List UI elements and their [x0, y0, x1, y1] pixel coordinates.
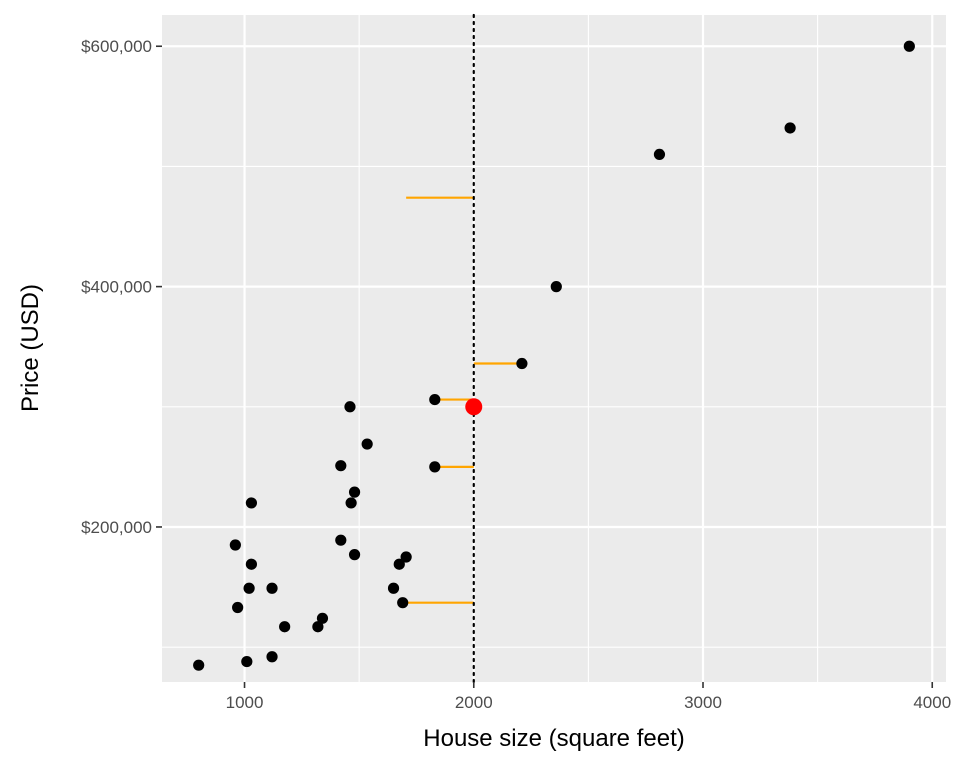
x-axis-title: House size (square feet) — [423, 725, 684, 752]
x-tick-label: 1000 — [226, 693, 264, 712]
data-point — [345, 497, 357, 509]
data-point — [653, 148, 666, 161]
new-observation-point — [465, 398, 483, 416]
data-point — [232, 601, 244, 614]
y-axis-ticks: $200,000 $400,000 $600,000 — [81, 37, 162, 537]
data-point — [387, 582, 400, 594]
data-point — [348, 549, 361, 561]
data-point — [245, 558, 258, 570]
data-point — [361, 438, 373, 450]
data-point — [243, 582, 255, 594]
data-point — [344, 401, 356, 413]
data-point — [279, 621, 291, 633]
x-axis-ticks: 1000 2000 3000 4000 — [226, 682, 951, 712]
minor-gridlines — [162, 15, 946, 682]
data-point — [393, 558, 405, 570]
data-point — [429, 461, 441, 473]
data-point — [245, 497, 258, 509]
new-observation-group — [465, 398, 483, 416]
data-point — [229, 539, 241, 551]
data-point — [903, 40, 915, 52]
data-point — [784, 122, 796, 134]
data-point — [348, 486, 361, 498]
data-point — [266, 651, 278, 663]
data-point — [266, 582, 278, 594]
x-tick-label: 3000 — [684, 693, 722, 712]
y-axis-title: Price (USD) — [17, 284, 44, 412]
data-point — [550, 281, 562, 293]
neighbor-distance-lines — [402, 196, 522, 604]
x-tick-label: 4000 — [913, 693, 951, 712]
data-point — [397, 597, 409, 609]
y-tick-label: $200,000 — [81, 518, 152, 537]
data-point — [429, 393, 441, 406]
data-point — [241, 655, 253, 668]
data-point — [316, 612, 329, 624]
data-point — [335, 460, 347, 472]
data-points — [193, 40, 915, 671]
data-point — [312, 621, 324, 633]
y-tick-label: $600,000 — [81, 37, 152, 56]
data-point — [193, 659, 205, 671]
major-gridlines — [162, 15, 946, 682]
data-point — [400, 551, 412, 563]
y-tick-label: $400,000 — [81, 278, 152, 297]
x-tick-label: 2000 — [455, 693, 493, 712]
plot-panel — [162, 15, 946, 682]
data-point — [516, 357, 528, 370]
data-point — [335, 534, 347, 546]
